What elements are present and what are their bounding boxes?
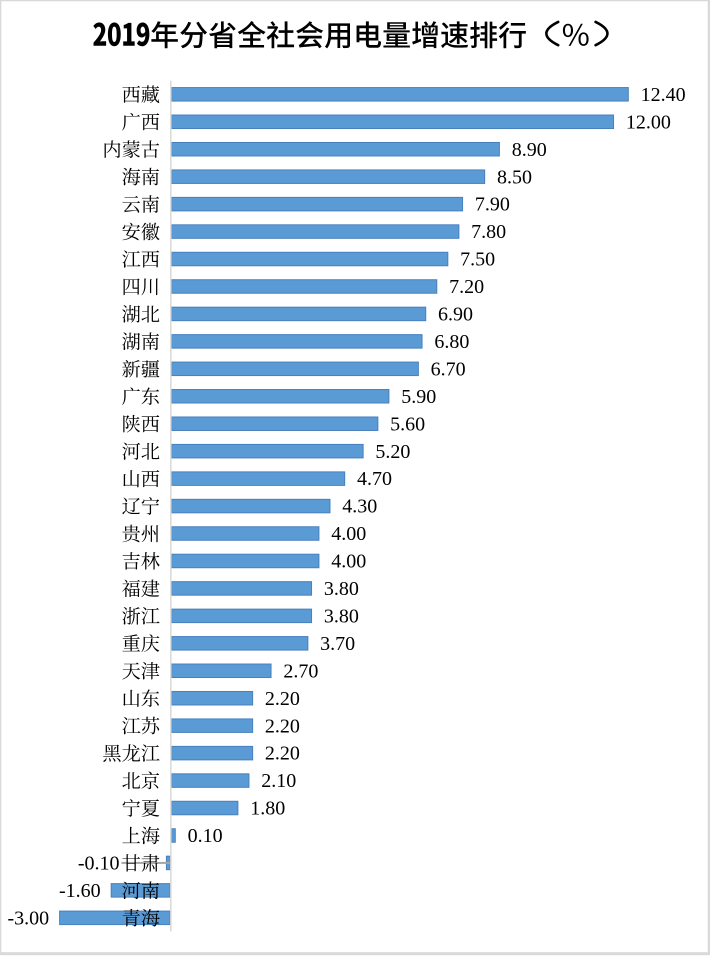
svg-text:2.10: 2.10 [261, 770, 296, 792]
svg-text:6.80: 6.80 [434, 331, 469, 353]
svg-text:1.80: 1.80 [250, 798, 285, 820]
svg-text:4.70: 4.70 [357, 468, 392, 490]
svg-text:-1.60: -1.60 [59, 880, 101, 902]
svg-text:-0.10: -0.10 [78, 853, 120, 875]
svg-text:7.20: 7.20 [449, 276, 484, 298]
svg-text:2.70: 2.70 [283, 660, 318, 682]
svg-text:8.50: 8.50 [497, 166, 532, 188]
svg-text:4.00: 4.00 [331, 551, 366, 573]
svg-text:12.00: 12.00 [626, 111, 671, 133]
svg-text:-3.00: -3.00 [7, 907, 49, 929]
svg-text:3.70: 3.70 [320, 633, 355, 655]
svg-text:2.20: 2.20 [265, 743, 300, 765]
svg-text:5.60: 5.60 [390, 413, 425, 435]
svg-text:7.50: 7.50 [460, 249, 495, 271]
svg-text:4.30: 4.30 [342, 496, 377, 518]
svg-text:5.20: 5.20 [375, 441, 410, 463]
svg-text:6.90: 6.90 [438, 304, 473, 326]
svg-text:0.10: 0.10 [188, 825, 223, 847]
svg-text:12.40: 12.40 [641, 84, 686, 106]
svg-text:3.80: 3.80 [324, 605, 359, 627]
svg-text:8.90: 8.90 [512, 139, 547, 161]
svg-text:7.80: 7.80 [471, 221, 506, 243]
svg-text:7.90: 7.90 [475, 194, 510, 216]
svg-text:2.20: 2.20 [265, 715, 300, 737]
svg-text:4.00: 4.00 [331, 523, 366, 545]
svg-text:5.90: 5.90 [401, 386, 436, 408]
svg-text:2.20: 2.20 [265, 688, 300, 710]
svg-text:3.80: 3.80 [324, 578, 359, 600]
svg-text:6.70: 6.70 [431, 358, 466, 380]
